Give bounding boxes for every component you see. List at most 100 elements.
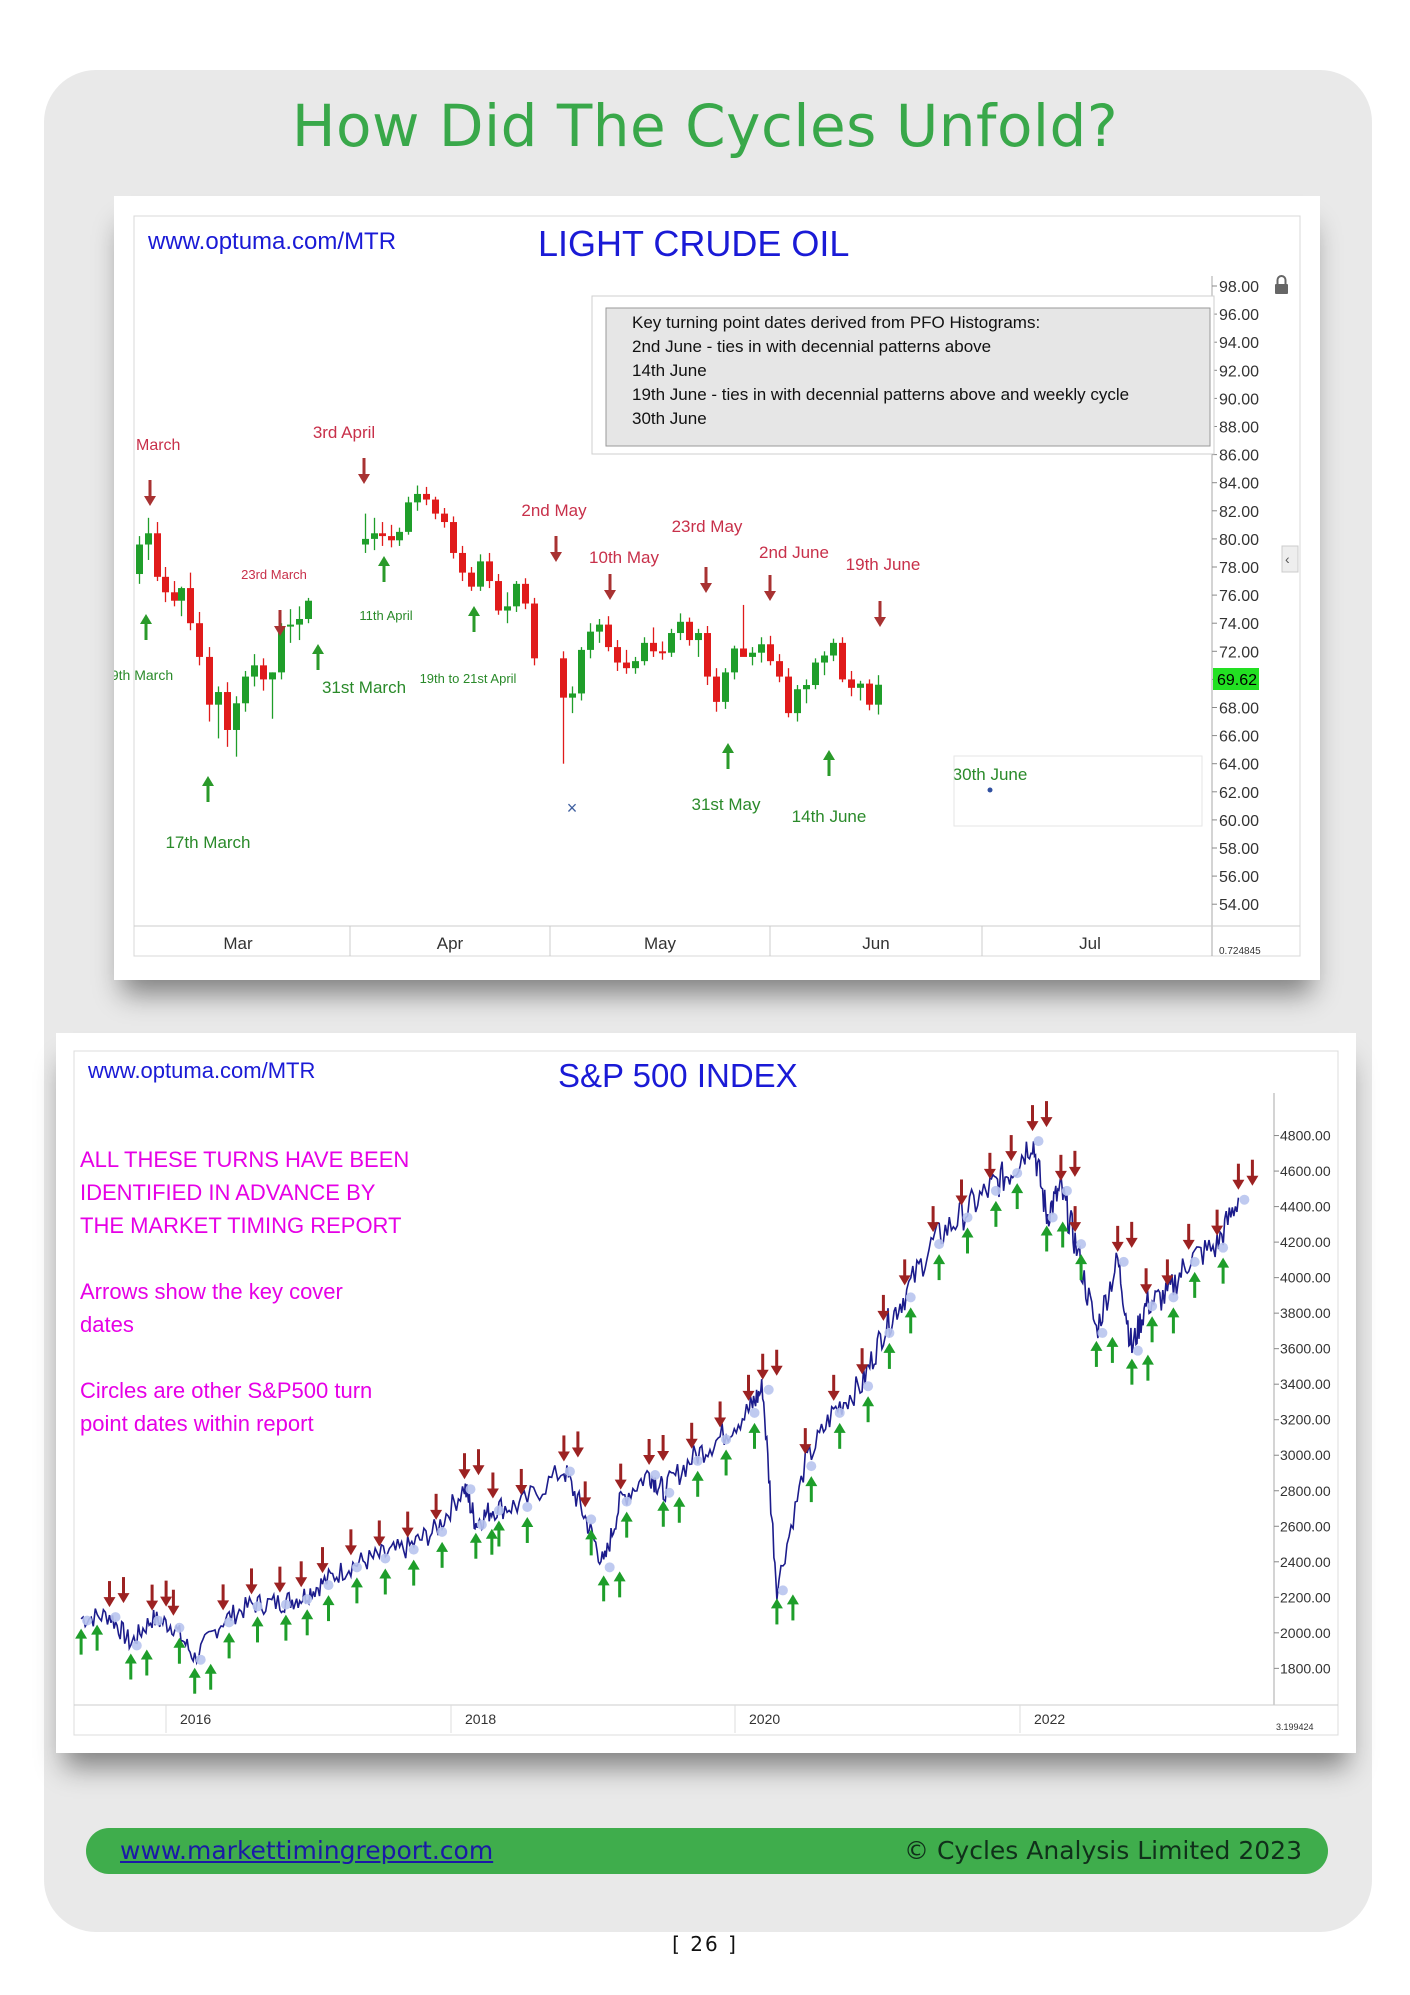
- spx-down-arrow: [1005, 1135, 1018, 1162]
- spx-up-arrow: [492, 1520, 505, 1547]
- oil-candle: [560, 658, 567, 698]
- spx-down-arrow: [557, 1435, 570, 1462]
- oil-candle: [224, 692, 231, 730]
- oil-candle: [821, 655, 828, 663]
- oil-annotation-label: 11th April: [359, 608, 412, 623]
- spx-down-arrow-head: [295, 1577, 308, 1588]
- spx-down-arrow-head: [316, 1563, 329, 1574]
- oil-candle: [695, 633, 702, 641]
- oil-candle: [875, 684, 882, 705]
- spx-up-arrow-head: [691, 1470, 704, 1481]
- oil-candle: [242, 676, 249, 704]
- oil-annotation-label: 19th to 21st April: [420, 671, 517, 686]
- spx-down-arrow: [273, 1566, 286, 1593]
- spx-up-arrow: [407, 1559, 420, 1586]
- oil-candle: [154, 533, 161, 577]
- spx-up-arrow-head: [1075, 1254, 1088, 1265]
- oil-annotation-label: 19th June: [846, 555, 921, 574]
- spx-up-arrow-head: [188, 1667, 201, 1678]
- spx-up-arrow: [485, 1528, 498, 1555]
- oil-candle: [749, 652, 756, 657]
- spx-up-arrow: [1167, 1307, 1180, 1334]
- spx-up-arrow: [989, 1200, 1002, 1227]
- spx-up-arrow-head: [1040, 1225, 1053, 1236]
- spx-down-arrow-head: [430, 1509, 443, 1520]
- spx-turn-circle: [834, 1407, 845, 1418]
- spx-up-arrow-head: [91, 1624, 104, 1635]
- spx-y-tick-label: 4600.00: [1280, 1163, 1331, 1179]
- oil-annotation-arrow-head: [700, 583, 712, 593]
- oil-candle: [677, 621, 684, 634]
- spx-up-arrow: [350, 1577, 363, 1604]
- spx-down-arrow: [856, 1348, 869, 1375]
- spx-up-arrow-head: [613, 1571, 626, 1582]
- oil-candle: [136, 544, 143, 575]
- spx-down-arrow: [1125, 1221, 1138, 1248]
- spx-y-tick-label: 2400.00: [1280, 1554, 1331, 1570]
- oil-candle: [260, 665, 267, 680]
- spx-down-arrow: [515, 1468, 528, 1495]
- spx-down-arrow-head: [983, 1168, 996, 1179]
- spx-down-arrow-head: [827, 1390, 840, 1401]
- spx-turn-circle: [476, 1519, 487, 1530]
- spx-down-arrow: [217, 1584, 230, 1611]
- spx-down-arrow-head: [657, 1450, 670, 1461]
- spx-down-arrow: [579, 1481, 592, 1508]
- spx-down-arrow-head: [117, 1593, 130, 1604]
- spx-down-arrow-head: [245, 1584, 258, 1595]
- spx-turn-circle: [934, 1239, 945, 1250]
- oil-annotation-label: 23rd May: [672, 517, 743, 536]
- spx-down-arrow-head: [557, 1451, 570, 1462]
- spx-up-arrow: [1146, 1316, 1159, 1343]
- oil-annotation-arrow-head: [358, 474, 370, 484]
- oil-candle: [278, 626, 285, 673]
- spx-down-arrow: [1026, 1105, 1039, 1132]
- spx-up-arrow-head: [1217, 1257, 1230, 1268]
- info-box-line: Key turning point dates derived from PFO…: [632, 313, 1040, 332]
- spx-y-tick-label: 4800.00: [1280, 1128, 1331, 1144]
- spx-up-arrow-head: [933, 1254, 946, 1265]
- oil-annotation-arrow: [202, 776, 214, 802]
- spx-y-tick-label: 3400.00: [1280, 1376, 1331, 1392]
- spx-down-arrow: [955, 1179, 968, 1206]
- spx-up-arrow: [75, 1628, 88, 1655]
- oil-x-tick-label: Mar: [223, 934, 253, 953]
- oil-candle: [495, 581, 502, 611]
- spx-up-arrow-head: [585, 1529, 598, 1540]
- oil-annotation-arrow-head: [144, 496, 156, 506]
- lock-icon-shackle: [1276, 275, 1287, 284]
- spx-x-tick-label: 2022: [1034, 1711, 1065, 1727]
- oil-candle: [522, 583, 529, 604]
- spx-down-arrow-head: [1140, 1284, 1153, 1295]
- spx-turn-circle: [990, 1185, 1001, 1196]
- spx-up-arrow: [1141, 1354, 1154, 1381]
- spx-up-arrow-head: [833, 1422, 846, 1433]
- spx-down-arrow-head: [1111, 1241, 1124, 1252]
- spx-up-arrow-head: [1090, 1340, 1103, 1351]
- oil-candle: [396, 531, 403, 541]
- oil-candle: [196, 623, 203, 657]
- spx-up-arrow: [620, 1511, 633, 1538]
- spx-up-arrow: [140, 1649, 153, 1676]
- lock-icon-body: [1275, 284, 1288, 294]
- spx-x-tick-label: 2018: [465, 1711, 496, 1727]
- spx-up-arrow: [585, 1529, 598, 1556]
- spx-turn-circle: [763, 1384, 774, 1395]
- spx-up-arrow: [251, 1616, 264, 1643]
- spx-up-arrow-head: [805, 1476, 818, 1487]
- oil-candle: [459, 552, 466, 573]
- oil-y-tick-label: 96.00: [1219, 307, 1259, 324]
- spx-down-arrow: [167, 1589, 180, 1616]
- oil-chart-title: LIGHT CRUDE OIL: [538, 223, 849, 264]
- spx-y-tick-label: 4400.00: [1280, 1199, 1331, 1215]
- spx-up-arrow: [124, 1653, 137, 1680]
- oil-candle: [187, 588, 194, 624]
- oil-candle: [659, 651, 666, 654]
- spx-up-arrow: [173, 1637, 186, 1664]
- spx-down-arrow: [486, 1472, 499, 1499]
- oil-candle: [251, 665, 258, 677]
- footer-link[interactable]: www.markettimingreport.com: [120, 1836, 494, 1865]
- spx-turn-circle: [884, 1327, 895, 1338]
- spx-down-arrow: [898, 1259, 911, 1286]
- spx-down-arrow: [877, 1294, 890, 1321]
